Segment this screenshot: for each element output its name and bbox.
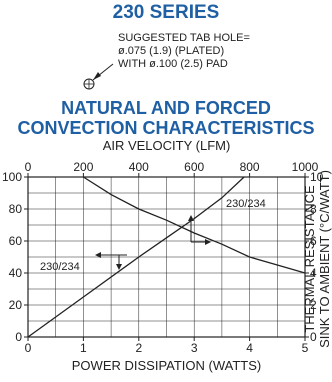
chart-series xyxy=(27,176,306,338)
right-axis-arrow xyxy=(188,215,211,245)
tab-hole-note: SUGGESTED TAB HOLE= ø.075 (1.9) (PLATED)… xyxy=(118,32,250,71)
x-tick-label: 3 xyxy=(191,341,198,355)
tab-hole-symbol xyxy=(83,63,114,90)
thermal-resistance-line xyxy=(83,176,306,274)
chart-title-line-1: NATURAL AND FORCED xyxy=(61,98,271,118)
y-tick-label: 100 xyxy=(2,170,22,184)
y2-tick-label: 8 xyxy=(310,202,317,216)
x2-tick-label: 200 xyxy=(73,160,93,174)
x-tick-label: 4 xyxy=(246,341,253,355)
y-tick-label: 0 xyxy=(15,330,22,344)
y2-tick-label: 4 xyxy=(310,266,317,280)
note-line-1: SUGGESTED TAB HOLE= xyxy=(118,32,250,44)
note-line-2: ø.075 (1.9) (PLATED) xyxy=(118,45,225,57)
y-tick-label: 40 xyxy=(9,266,23,280)
x-axis-label: POWER DISSIPATION (WATTS) xyxy=(72,358,261,373)
y2-tick-label: 0 xyxy=(310,330,317,344)
x2-tick-label: 600 xyxy=(184,160,204,174)
left-axis-arrow xyxy=(95,252,127,270)
y2-axis-label-line-1: THERMAL RESISTANCE xyxy=(302,185,317,333)
chart-tick-labels: 0 1 2 3 4 50 200 400 600 800 100002040608010002468… xyxy=(2,138,332,373)
plot-frame xyxy=(27,176,306,338)
x-tick-label: 1 xyxy=(80,341,87,355)
x-tick-label: 5 xyxy=(302,341,309,355)
x2-tick-label: 400 xyxy=(129,160,149,174)
y-tick-label: 20 xyxy=(9,298,23,312)
x2-tick-label: 0 xyxy=(25,160,32,174)
chart-annotations: 230/234 230/234 xyxy=(40,198,266,273)
chart-title-line-2: CONVECTION CHARACTERISTICS xyxy=(17,118,315,138)
note-line-3: WITH ø.100 (2.5) PAD xyxy=(118,58,228,70)
x2-axis-label: AIR VELOCITY (LFM) xyxy=(103,138,231,153)
temperature-rise-line xyxy=(27,176,245,338)
series-label-right: 230/234 xyxy=(226,198,266,210)
series-label-left: 230/234 xyxy=(40,261,80,273)
series-title: 230 SERIES xyxy=(112,2,220,23)
x-tick-label: 0 xyxy=(25,341,32,355)
x2-tick-label: 1000 xyxy=(292,160,319,174)
y2-axis-label-line-2: SINK TO AMBIENT (°C/WATT) xyxy=(317,170,332,348)
x-tick-label: 2 xyxy=(135,341,142,355)
x2-tick-label: 800 xyxy=(240,160,260,174)
y-tick-label: 80 xyxy=(9,202,23,216)
y2-tick-label: 10 xyxy=(310,170,324,184)
y2-tick-label: 6 xyxy=(310,234,317,248)
chart-axes xyxy=(24,173,309,341)
chart-title: NATURAL AND FORCED CONVECTION CHARACTERI… xyxy=(0,98,332,138)
y-tick-label: 60 xyxy=(9,234,23,248)
y2-tick-label: 2 xyxy=(310,298,317,312)
